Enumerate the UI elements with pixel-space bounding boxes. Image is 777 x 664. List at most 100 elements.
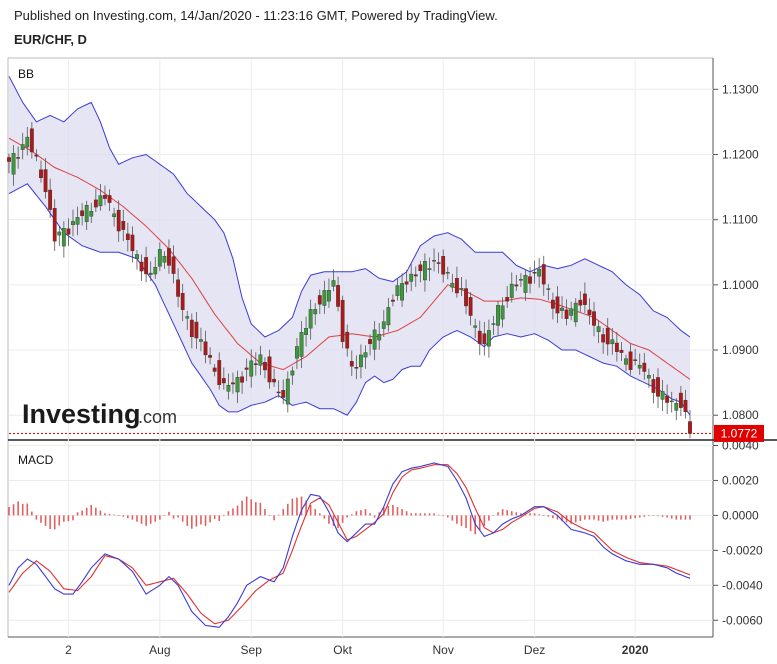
candle-body bbox=[144, 257, 149, 275]
candle bbox=[418, 260, 423, 283]
candle bbox=[596, 320, 601, 344]
candle bbox=[614, 332, 619, 362]
macd-histogram-bar bbox=[616, 515, 618, 520]
candle-body bbox=[139, 261, 144, 272]
candle-body bbox=[432, 260, 436, 262]
candle bbox=[601, 328, 606, 354]
candle-body bbox=[354, 366, 359, 369]
candle bbox=[29, 122, 34, 159]
macd-histogram-bar bbox=[657, 515, 659, 517]
macd-histogram-bar bbox=[506, 510, 508, 516]
candle-body bbox=[450, 282, 455, 288]
macd-histogram-bar bbox=[323, 515, 326, 519]
candle-body bbox=[372, 329, 377, 350]
candle bbox=[354, 355, 359, 380]
candle bbox=[336, 276, 340, 312]
macd-histogram-bar bbox=[268, 515, 271, 517]
macd-histogram-bar bbox=[469, 515, 472, 532]
macd-histogram-bar bbox=[483, 515, 486, 526]
candle bbox=[665, 384, 670, 415]
candle bbox=[52, 199, 57, 251]
macd-histogram-bar bbox=[218, 515, 221, 521]
macd-histogram-bar bbox=[392, 504, 394, 516]
candle bbox=[240, 371, 244, 394]
candle bbox=[39, 160, 43, 183]
candle bbox=[208, 347, 213, 365]
candle bbox=[409, 263, 414, 292]
candle-body bbox=[249, 360, 254, 377]
candle bbox=[116, 200, 121, 242]
macd-histogram-bar bbox=[273, 515, 275, 521]
candle-body bbox=[633, 359, 638, 361]
macd-histogram-bar bbox=[396, 507, 399, 516]
candle-body bbox=[130, 234, 135, 252]
candle bbox=[683, 389, 688, 419]
macd-histogram-bar bbox=[255, 502, 257, 516]
candle-body bbox=[423, 261, 427, 281]
macd-histogram-bar bbox=[204, 515, 207, 526]
candle bbox=[340, 295, 345, 349]
macd-histogram-bar bbox=[378, 512, 381, 516]
candle-body bbox=[61, 228, 66, 247]
macd-histogram-bar bbox=[428, 513, 431, 516]
macd-histogram-bar bbox=[145, 515, 147, 526]
bb-upper-line bbox=[8, 76, 691, 338]
candle-body bbox=[258, 354, 263, 366]
candle bbox=[144, 246, 149, 283]
candle-body bbox=[592, 311, 596, 326]
macd-histogram-bar bbox=[547, 515, 550, 517]
macd-histogram-bar bbox=[652, 515, 655, 517]
candle-body bbox=[25, 136, 30, 148]
macd-histogram-bar bbox=[611, 515, 614, 520]
candle-body bbox=[180, 293, 185, 310]
candle-body bbox=[573, 302, 578, 323]
candle-body bbox=[20, 144, 25, 150]
macd-histogram-bar bbox=[149, 515, 152, 524]
candle-body bbox=[518, 279, 523, 281]
candle-body bbox=[327, 290, 331, 302]
candle bbox=[20, 132, 25, 160]
candle-body bbox=[509, 283, 514, 298]
macd-histogram-bar bbox=[277, 514, 280, 516]
candle bbox=[25, 127, 30, 156]
candle-body bbox=[413, 274, 418, 277]
macd-tick-label: -0.0060 bbox=[722, 613, 763, 627]
candle-body bbox=[240, 376, 244, 383]
candle-body bbox=[276, 391, 281, 394]
candle bbox=[112, 207, 117, 227]
macd-tick-label: -0.0020 bbox=[722, 543, 763, 557]
macd-histogram-bar bbox=[488, 515, 490, 521]
candle bbox=[432, 248, 436, 272]
macd-histogram-bar bbox=[186, 515, 189, 526]
candle bbox=[523, 269, 528, 301]
price-tick-label: 1.1300 bbox=[722, 82, 759, 96]
bb-lower-line bbox=[8, 183, 691, 416]
macd-plot bbox=[8, 462, 691, 628]
candle-body bbox=[176, 279, 181, 297]
candle bbox=[71, 209, 75, 237]
candle bbox=[189, 313, 194, 349]
candle bbox=[226, 373, 231, 400]
candle-body bbox=[203, 341, 208, 356]
macd-tick-label: 0.0020 bbox=[722, 473, 759, 487]
candle-body bbox=[391, 299, 395, 302]
candle-body bbox=[400, 283, 404, 301]
candle bbox=[546, 284, 551, 301]
candle bbox=[363, 345, 368, 369]
candle-body bbox=[486, 330, 491, 347]
candle-body bbox=[313, 309, 318, 315]
candle bbox=[317, 289, 322, 315]
candle-body bbox=[363, 352, 368, 358]
macd-histogram-bar bbox=[680, 515, 682, 520]
candle-body bbox=[614, 342, 619, 352]
candle-body bbox=[52, 208, 57, 242]
candle-body bbox=[619, 349, 624, 353]
macd-histogram-bar bbox=[318, 513, 321, 516]
candle bbox=[386, 298, 391, 332]
time-tick-label: Aug bbox=[149, 643, 170, 657]
candle-body bbox=[349, 360, 354, 367]
macd-histogram-bar bbox=[460, 515, 463, 526]
time-tick-label: Nov bbox=[433, 643, 454, 657]
macd-histogram-bar bbox=[282, 509, 285, 516]
candle bbox=[84, 200, 89, 231]
